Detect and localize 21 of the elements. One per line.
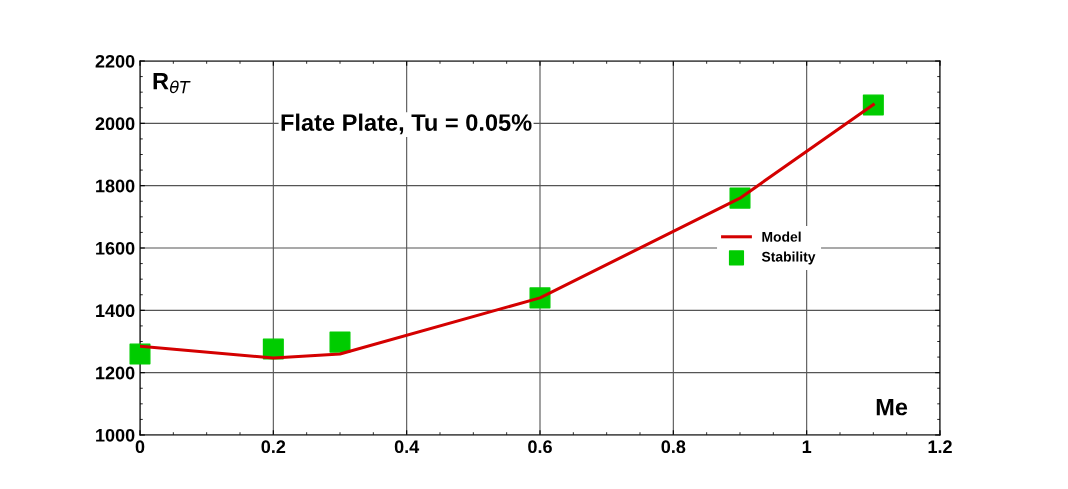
point — [329, 331, 351, 353]
x-tick-label: 1 — [802, 440, 812, 453]
y-tick-label: 2000 — [95, 117, 135, 131]
y-tick-label: 1200 — [96, 366, 135, 380]
x-axis-title: Me — [876, 398, 908, 416]
x-tick-label: 0.2 — [261, 440, 286, 454]
point — [129, 343, 151, 365]
x-tick-label: 0 — [135, 440, 145, 454]
y-tick-label: 2200 — [95, 54, 135, 68]
y-tick-label: 1000 — [96, 428, 135, 442]
x-tick-label: 0.6 — [528, 440, 552, 454]
x-tick-label: 0.8 — [661, 440, 686, 454]
y-tick-label: 1400 — [96, 304, 135, 318]
y-axis-title: R$_{θT}$ — [153, 73, 191, 94]
x-tick-label: 1.2 — [928, 440, 952, 453]
legend-label: Stability — [761, 251, 816, 265]
annotation: Flate Plate, Tu = 0.05% — [281, 113, 532, 135]
x-tick-label: 0.4 — [394, 440, 420, 454]
y-tick-label: 1600 — [96, 241, 135, 255]
y-tick-label: 1800 — [96, 179, 135, 193]
legend-label: Model — [762, 231, 801, 242]
